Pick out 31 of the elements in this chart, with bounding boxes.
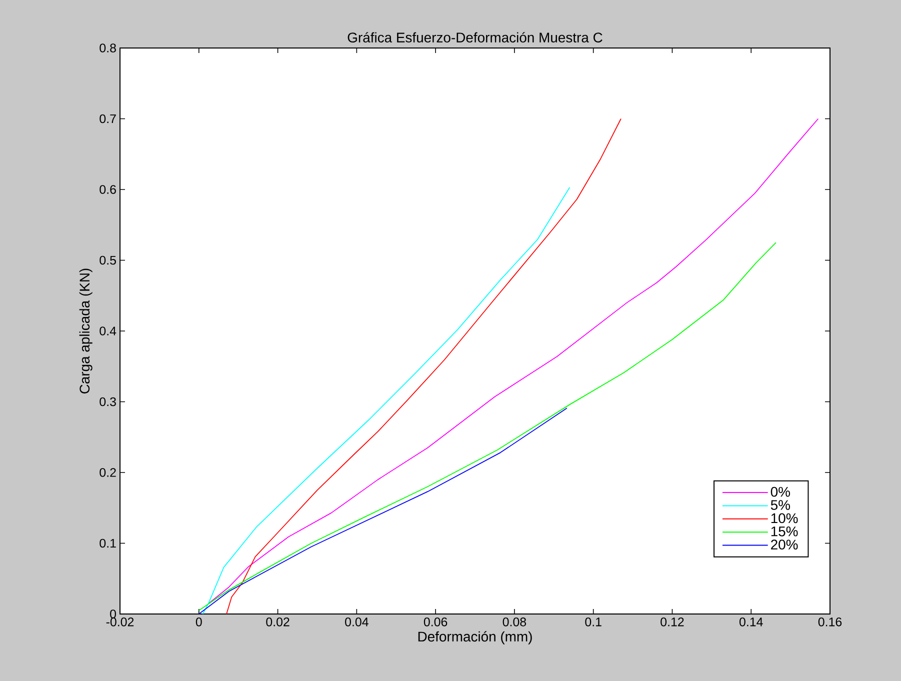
line-series [226, 118, 622, 614]
x-tick-label: 0.1 [585, 618, 602, 626]
legend-label: 5% [770, 500, 790, 510]
x-tick-label: 0.14 [739, 618, 763, 626]
chart-title: Gráfica Esfuerzo-Deformación Muestra C [348, 32, 602, 42]
x-tick-label: 0 [196, 618, 202, 626]
x-tick-label: 0.02 [266, 618, 290, 626]
x-tick-label: 0.08 [502, 618, 526, 626]
line-series [198, 408, 568, 614]
y-tick-label: 0.2 [100, 468, 116, 477]
x-tick-label: 0.06 [424, 618, 448, 626]
y-tick-label: 0 [110, 610, 116, 618]
legend-label: 20% [771, 540, 798, 550]
legend-label: 0% [770, 486, 790, 497]
legend-label: 10% [771, 513, 798, 524]
y-tick-label: 0.5 [100, 256, 116, 265]
x-tick-label: 0.12 [660, 618, 684, 626]
x-axis-title: Deformación (mm) [418, 631, 532, 644]
y-tick-label: 0.3 [100, 397, 116, 406]
x-tick-label: 0.16 [818, 618, 842, 626]
y-tick-label: 0.8 [100, 44, 116, 52]
y-tick-label: 0.7 [100, 114, 116, 124]
y-tick-label: 0.4 [100, 326, 116, 336]
y-axis-title: Carga aplicada (KN) [79, 268, 92, 394]
y-tick-label: 0.6 [100, 185, 116, 194]
line-series [208, 118, 819, 604]
x-tick-label: -0.02 [106, 618, 134, 626]
y-tick-label: 0.1 [100, 538, 116, 548]
line-series [202, 186, 570, 614]
legend-label: 15% [771, 526, 798, 536]
x-tick-label: 0.04 [345, 618, 368, 626]
